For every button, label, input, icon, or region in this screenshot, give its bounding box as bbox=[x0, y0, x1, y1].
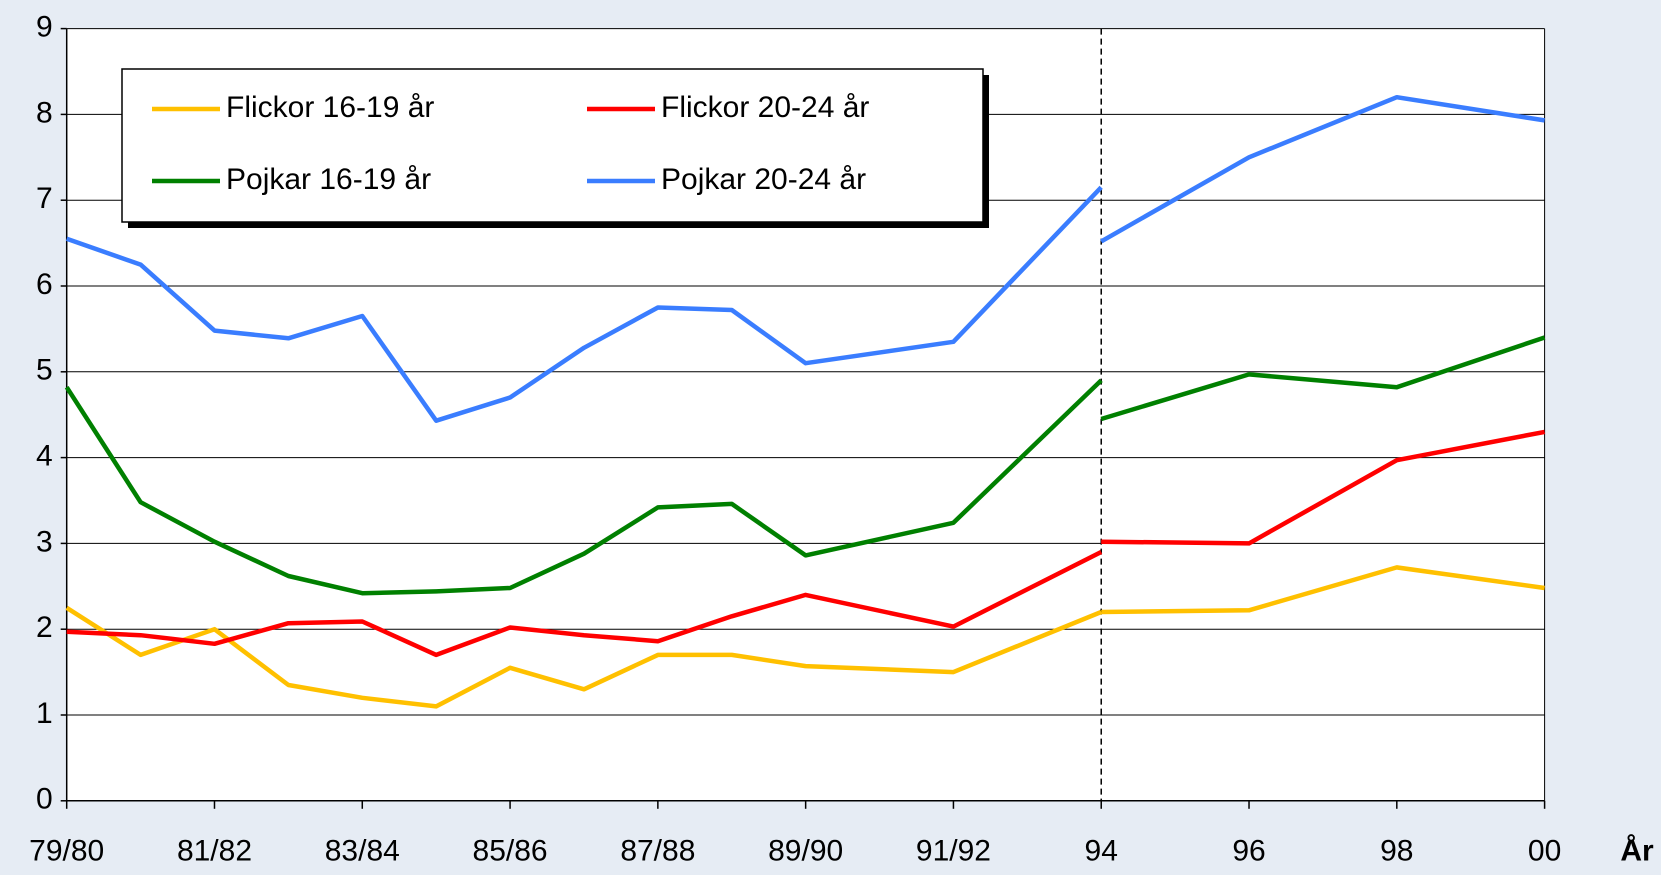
x-tick-label: 98 bbox=[1380, 835, 1413, 868]
x-tick-label: 85/86 bbox=[473, 835, 548, 868]
legend-label: Flickor 16-19 år bbox=[226, 91, 434, 124]
x-tick-label: 83/84 bbox=[325, 835, 400, 868]
x-tick-label: 81/82 bbox=[177, 835, 252, 868]
y-tick-label: 2 bbox=[36, 611, 53, 644]
y-tick-label: 3 bbox=[36, 525, 53, 558]
x-axis-label: År bbox=[1620, 835, 1654, 868]
y-tick-label: 8 bbox=[36, 96, 53, 129]
x-tick-label: 91/92 bbox=[916, 835, 991, 868]
series-line bbox=[1100, 335, 1546, 422]
legend-label: Pojkar 16-19 år bbox=[226, 163, 431, 196]
x-tick-label: 94 bbox=[1085, 835, 1118, 868]
series-line bbox=[66, 549, 1103, 658]
legend-label: Pojkar 20-24 år bbox=[661, 163, 866, 196]
series-line bbox=[65, 185, 1103, 423]
y-tick-label: 7 bbox=[36, 182, 53, 215]
x-tick-label: 79/80 bbox=[29, 835, 104, 868]
legend bbox=[121, 68, 984, 223]
x-tick-label: 00 bbox=[1528, 835, 1561, 868]
y-tick-label: 5 bbox=[36, 354, 53, 387]
series-line bbox=[65, 605, 1103, 709]
y-tick-label: 6 bbox=[36, 268, 53, 301]
y-tick-label: 4 bbox=[36, 440, 53, 473]
y-tick-label: 1 bbox=[36, 697, 53, 730]
series-line bbox=[1101, 429, 1546, 546]
series-line bbox=[64, 378, 1103, 596]
x-tick-label: 89/90 bbox=[768, 835, 843, 868]
series-line bbox=[1101, 565, 1545, 615]
y-tick-label: 0 bbox=[36, 783, 53, 816]
x-tick-label: 87/88 bbox=[620, 835, 695, 868]
legend-label: Flickor 20-24 år bbox=[661, 91, 869, 124]
x-tick-label: 96 bbox=[1232, 835, 1265, 868]
series-line bbox=[1100, 94, 1545, 244]
y-tick-label: 9 bbox=[36, 11, 53, 44]
